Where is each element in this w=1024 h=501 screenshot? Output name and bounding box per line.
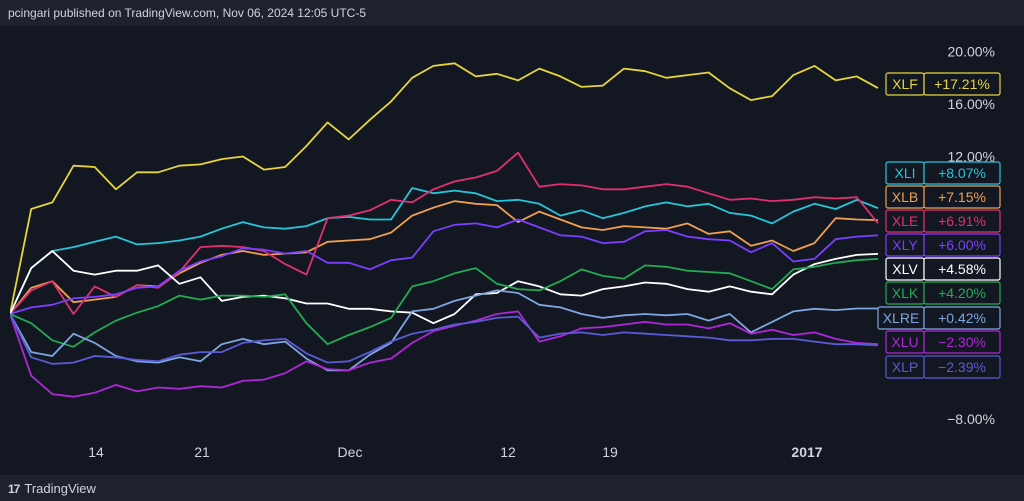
legend-value-box — [923, 72, 1001, 96]
legend-tag-xlp[interactable]: XLP −2.39% — [885, 355, 1001, 379]
x-tick-label: 2017 — [791, 444, 822, 460]
footer-bar: 17 TradingView — [0, 475, 1024, 501]
legend-symbol: XLB — [892, 189, 918, 205]
legend-value: +17.21% — [934, 76, 990, 92]
legend-value: +8.07% — [938, 165, 986, 181]
legend-symbol: XLE — [892, 213, 918, 229]
x-tick-label: 21 — [194, 444, 210, 460]
legend-symbol: XLK — [892, 285, 919, 301]
legend-value: +6.91% — [938, 213, 986, 229]
legend-tag-xly[interactable]: XLY +6.00% — [885, 233, 1001, 257]
chart-area[interactable]: 20.00% 16.00% 12.00% −8.00% 14 21 Dec 12 19 2017 X… — [10, 26, 1024, 475]
series-line-xlb — [10, 200, 879, 315]
legend-value-box — [923, 185, 1001, 209]
x-tick-label: Dec — [338, 444, 363, 460]
series-line-xlf — [10, 62, 879, 315]
legend-value-box — [923, 233, 1001, 257]
legend-symbol: XLF — [892, 76, 918, 92]
series-line-xlu — [10, 310, 879, 398]
legend-tag-xlu[interactable]: XLU −2.30% — [885, 330, 1001, 354]
legend-tag-xlf[interactable]: XLF +17.21% — [885, 72, 1001, 96]
tradingview-logo-icon: 17 — [8, 481, 20, 496]
tradingview-brand: TradingView — [24, 481, 96, 496]
chart-svg[interactable]: 20.00% 16.00% 12.00% −8.00% 14 21 Dec 12 19 2017 X… — [10, 26, 1024, 475]
legend-value: −2.30% — [938, 334, 986, 350]
y-tick-label: 12.00% — [948, 149, 995, 165]
legend-symbol: XLP — [892, 359, 918, 375]
legend-symbol: XLI — [894, 165, 915, 181]
legend-tag-xlb[interactable]: XLB +7.15% — [885, 185, 1001, 209]
series-line-xlre — [10, 289, 878, 372]
series-line-xle — [10, 151, 879, 315]
legend-tag-xli[interactable]: XLI +8.07% — [885, 161, 1001, 185]
legend-tag-xlv[interactable]: XLV +4.58% — [885, 257, 1001, 281]
legend-tag-xle[interactable]: XLE +6.91% — [885, 209, 1001, 233]
x-tick-label: 12 — [500, 444, 516, 460]
legend-value: +0.42% — [938, 310, 986, 326]
legend-symbol: XLV — [892, 261, 918, 277]
legend-symbol: XLU — [891, 334, 918, 350]
legend-value-box — [923, 355, 1001, 379]
legend-value-box — [923, 281, 1001, 305]
legend-symbol: XLRE — [883, 310, 920, 326]
tradingview-logo[interactable]: 17 TradingView — [8, 481, 96, 496]
series-line-xlv — [10, 250, 879, 325]
legend-value-box — [923, 161, 1001, 185]
series-line-xly — [10, 218, 879, 315]
legend-value: +4.58% — [938, 261, 986, 277]
legend-tag-xlk[interactable]: XLK +4.20% — [885, 281, 1001, 305]
publish-header: pcingari published on TradingView.com, N… — [0, 0, 1024, 26]
legend-tag-xlre[interactable]: XLRE +0.42% — [877, 306, 1001, 330]
legend-value-box — [923, 306, 1001, 330]
legend-value-box — [923, 257, 1001, 281]
x-tick-label: 14 — [88, 444, 104, 460]
legend-symbol: XLY — [892, 237, 918, 253]
y-tick-label: 16.00% — [948, 96, 995, 112]
legend-value-box — [923, 209, 1001, 233]
series-line-xli — [10, 187, 879, 315]
legend-value: −2.39% — [938, 359, 986, 375]
x-tick-label: 19 — [602, 444, 618, 460]
series-line-xlp — [10, 313, 879, 365]
legend-value: +4.20% — [938, 285, 986, 301]
legend-value: +6.00% — [938, 237, 986, 253]
legend-value-box — [923, 330, 1001, 354]
series-line-xlk — [10, 258, 879, 348]
y-tick-label: 20.00% — [948, 44, 995, 60]
publish-info: pcingari published on TradingView.com, N… — [8, 6, 366, 20]
legend-value: +7.15% — [938, 189, 986, 205]
y-tick-label: −8.00% — [947, 411, 995, 427]
